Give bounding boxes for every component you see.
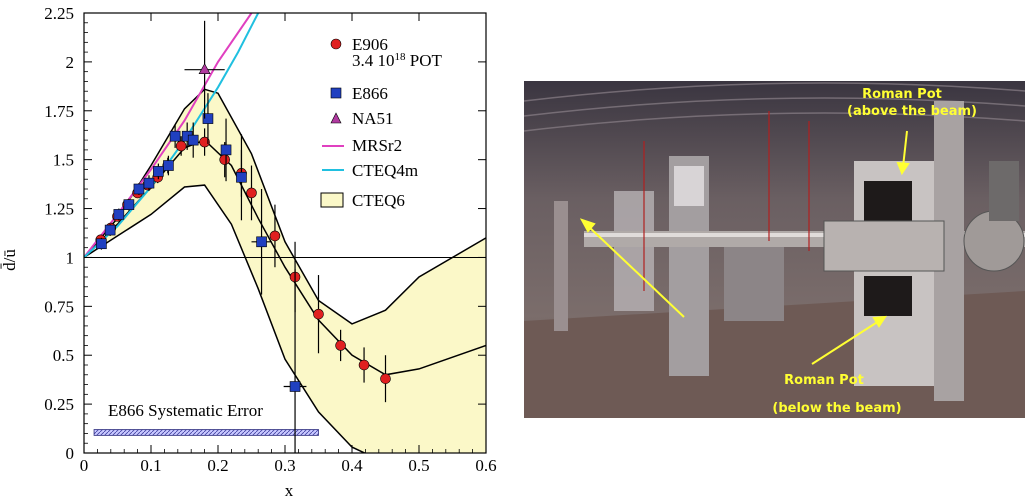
systematic-error-band bbox=[93, 429, 319, 436]
chart-plot-area: 0 0.1 0.2 0.3 0.4 0.5 0.6 0 0.25 0.5 0.75 1 1.25 1.5 1… bbox=[44, 4, 496, 475]
e906-point bbox=[269, 230, 281, 242]
photo-label-top-2: (above the beam) bbox=[847, 104, 977, 119]
e906-point bbox=[358, 359, 370, 371]
systematic-error-bar bbox=[93, 429, 319, 436]
e866-point bbox=[123, 199, 135, 210]
roman-pot-upper bbox=[864, 181, 912, 221]
e866-point bbox=[236, 171, 247, 183]
legend-label-e906-pot: 3.4 1018 POT bbox=[352, 51, 442, 70]
e906-point bbox=[199, 136, 210, 148]
legend-marker-e906 bbox=[330, 38, 342, 50]
legend: E906 3.4 1018 POT E866 NA51 MRSr2 CTEQ4m… bbox=[320, 35, 442, 210]
arrow-top-head bbox=[896, 161, 910, 176]
legend-label-cteq6: CTEQ6 bbox=[352, 191, 405, 210]
arrow-bottom-head bbox=[872, 315, 887, 328]
legend-pot-base: 3.4 10 bbox=[352, 51, 395, 70]
data-points bbox=[95, 20, 391, 453]
e866-point bbox=[113, 209, 125, 220]
legend-label-na51: NA51 bbox=[352, 109, 394, 128]
axis-ticks: 0 0.1 0.2 0.3 0.4 0.5 0.6 0 0.25 0.5 0.75 1 1.25 1.5 1… bbox=[44, 4, 496, 475]
na51-point bbox=[198, 63, 211, 75]
e866-point bbox=[96, 238, 107, 250]
e906-point bbox=[175, 140, 187, 152]
beam-pipe-highlight bbox=[584, 233, 1025, 237]
annotation-arrows bbox=[579, 130, 910, 365]
legend-pot-suffix: POT bbox=[406, 51, 443, 70]
e866-point bbox=[163, 160, 174, 171]
wall-rack bbox=[554, 201, 568, 331]
legend-label-e866: E866 bbox=[352, 84, 388, 103]
x-axis-label: x bbox=[285, 481, 294, 500]
e866-point bbox=[143, 177, 155, 189]
e866-point bbox=[220, 144, 232, 156]
cteq6-upper-curve bbox=[84, 88, 486, 325]
beamline-photo-drawing: Roman Pot (above the beam) Roman Pot (be… bbox=[524, 81, 1025, 418]
e866-point bbox=[289, 381, 301, 392]
x-tick-label: 0.1 bbox=[140, 456, 161, 475]
e866-point bbox=[133, 183, 145, 195]
x-tick-label: 0.5 bbox=[408, 456, 429, 475]
x-tick-label: 0.3 bbox=[274, 456, 295, 475]
roman-pot-lower bbox=[864, 276, 912, 316]
e866-point bbox=[104, 224, 116, 236]
cteq6-lower-curve bbox=[84, 184, 367, 453]
arrow-top bbox=[902, 130, 908, 168]
x-tick-label: 0.6 bbox=[475, 456, 496, 475]
y-tick-label: 0.5 bbox=[53, 346, 74, 365]
y-tick-label: 2.25 bbox=[44, 4, 74, 23]
y-tick-label: 0.25 bbox=[44, 395, 74, 414]
y-tick-label: 1.25 bbox=[44, 200, 74, 219]
photo-label-top-1: Roman Pot bbox=[862, 87, 942, 102]
x-tick-label: 0.4 bbox=[341, 456, 363, 475]
e866-point bbox=[202, 113, 214, 124]
right-box bbox=[989, 161, 1019, 221]
magnet-stand bbox=[614, 191, 654, 311]
legend-label-e906: E906 bbox=[352, 35, 388, 54]
arrow-left-head bbox=[579, 218, 596, 233]
e866-point bbox=[153, 166, 164, 177]
x-tick-label: 0 bbox=[80, 456, 89, 475]
e906-point bbox=[246, 187, 257, 199]
y-tick-label: 0.75 bbox=[44, 297, 74, 316]
roman-pot-cross bbox=[823, 220, 945, 272]
beamline-photo: Roman Pot (above the beam) Roman Pot (be… bbox=[524, 81, 1025, 418]
legend-label-cteq4m: CTEQ4m bbox=[352, 161, 418, 180]
y-axis-label: d̄/ū bbox=[0, 249, 19, 271]
arrow-bottom bbox=[811, 320, 880, 365]
systematic-error-label: E866 Systematic Error bbox=[108, 401, 263, 420]
e866-point bbox=[187, 134, 199, 146]
x-tick-label: 0.2 bbox=[207, 456, 228, 475]
e866-point bbox=[256, 236, 267, 248]
e906-point bbox=[380, 373, 391, 384]
legend-marker-e866 bbox=[330, 87, 342, 99]
e906-point bbox=[313, 308, 324, 320]
y-tick-label: 0 bbox=[66, 444, 75, 463]
y-tick-label: 1 bbox=[66, 248, 75, 267]
photo-label-bottom-1: Roman Pot bbox=[784, 373, 864, 388]
photo-label-bottom-2: (below the beam) bbox=[772, 401, 901, 416]
e906-point bbox=[219, 154, 230, 165]
red-cables bbox=[643, 111, 810, 291]
e906-point bbox=[335, 340, 346, 351]
e866-point bbox=[169, 130, 181, 142]
y-tick-label: 2 bbox=[66, 53, 75, 72]
legend-label-mrsr2: MRSr2 bbox=[352, 136, 402, 155]
legend-box-cteq6 bbox=[320, 192, 344, 208]
curve-mrsr2 bbox=[84, 13, 253, 259]
legend-pot-exponent: 18 bbox=[395, 51, 407, 63]
y-tick-label: 1.5 bbox=[53, 151, 74, 170]
arrow-left bbox=[587, 225, 685, 318]
y-tick-label: 1.75 bbox=[44, 102, 74, 121]
left-tower-box bbox=[674, 166, 704, 206]
legend-marker-na51 bbox=[330, 112, 342, 124]
